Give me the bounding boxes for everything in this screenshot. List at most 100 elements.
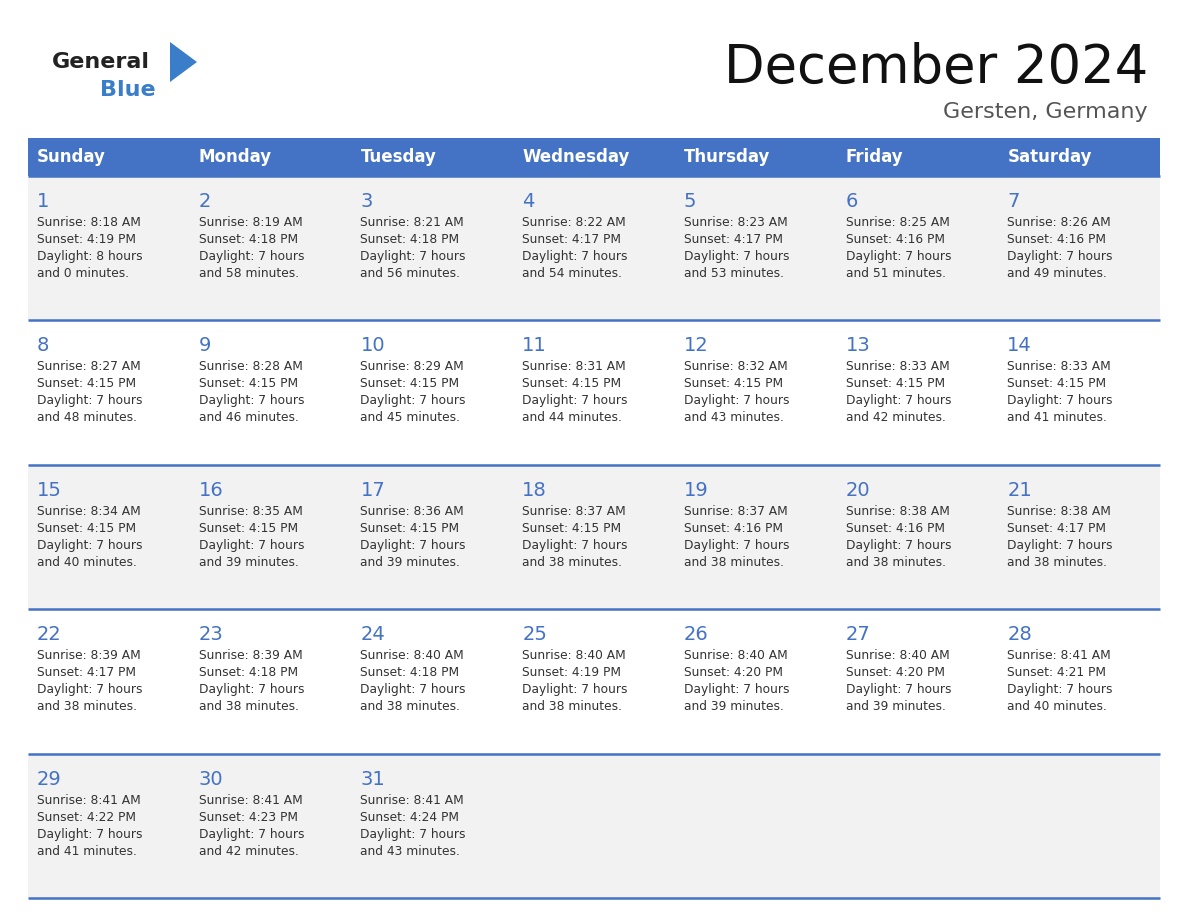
- Text: Daylight: 7 hours: Daylight: 7 hours: [198, 539, 304, 552]
- Text: Sunrise: 8:39 AM: Sunrise: 8:39 AM: [37, 649, 140, 662]
- Text: General: General: [52, 52, 150, 72]
- Text: Sunset: 4:15 PM: Sunset: 4:15 PM: [360, 377, 460, 390]
- Text: 9: 9: [198, 336, 211, 355]
- Text: 19: 19: [684, 481, 708, 499]
- Text: 1: 1: [37, 192, 50, 211]
- Text: and 49 minutes.: and 49 minutes.: [1007, 267, 1107, 280]
- Bar: [29, 320, 1159, 465]
- Text: and 43 minutes.: and 43 minutes.: [684, 411, 784, 424]
- Text: Sunrise: 8:28 AM: Sunrise: 8:28 AM: [198, 361, 303, 374]
- Text: Daylight: 7 hours: Daylight: 7 hours: [684, 539, 789, 552]
- Text: Saturday: Saturday: [1007, 148, 1092, 166]
- Text: Sunrise: 8:37 AM: Sunrise: 8:37 AM: [684, 505, 788, 518]
- Text: and 38 minutes.: and 38 minutes.: [37, 700, 137, 713]
- Text: Blue: Blue: [100, 80, 156, 100]
- Text: Sunrise: 8:41 AM: Sunrise: 8:41 AM: [198, 793, 303, 807]
- Text: Daylight: 7 hours: Daylight: 7 hours: [360, 250, 466, 263]
- Text: 4: 4: [523, 192, 535, 211]
- Text: 27: 27: [846, 625, 871, 644]
- Text: Sunrise: 8:41 AM: Sunrise: 8:41 AM: [360, 793, 465, 807]
- Text: Daylight: 7 hours: Daylight: 7 hours: [360, 828, 466, 841]
- Text: Sunrise: 8:26 AM: Sunrise: 8:26 AM: [1007, 216, 1111, 229]
- Text: Sunset: 4:18 PM: Sunset: 4:18 PM: [360, 666, 460, 679]
- Text: Sunset: 4:18 PM: Sunset: 4:18 PM: [360, 233, 460, 246]
- Text: 16: 16: [198, 481, 223, 499]
- Bar: [29, 176, 1159, 320]
- Text: Sunrise: 8:38 AM: Sunrise: 8:38 AM: [1007, 505, 1111, 518]
- Text: and 53 minutes.: and 53 minutes.: [684, 267, 784, 280]
- Bar: [29, 610, 1159, 754]
- Text: 26: 26: [684, 625, 708, 644]
- Text: 3: 3: [360, 192, 373, 211]
- Text: and 38 minutes.: and 38 minutes.: [846, 555, 946, 569]
- Text: Daylight: 7 hours: Daylight: 7 hours: [684, 683, 789, 696]
- Text: Daylight: 7 hours: Daylight: 7 hours: [198, 683, 304, 696]
- Text: and 38 minutes.: and 38 minutes.: [198, 700, 298, 713]
- Text: Daylight: 7 hours: Daylight: 7 hours: [846, 395, 952, 408]
- Text: Sunrise: 8:40 AM: Sunrise: 8:40 AM: [360, 649, 465, 662]
- Text: Sunset: 4:17 PM: Sunset: 4:17 PM: [37, 666, 135, 679]
- Text: Sunrise: 8:19 AM: Sunrise: 8:19 AM: [198, 216, 303, 229]
- Text: 11: 11: [523, 336, 546, 355]
- Text: Sunrise: 8:38 AM: Sunrise: 8:38 AM: [846, 505, 949, 518]
- Text: Sunrise: 8:41 AM: Sunrise: 8:41 AM: [37, 793, 140, 807]
- Text: and 41 minutes.: and 41 minutes.: [37, 845, 137, 857]
- Text: and 44 minutes.: and 44 minutes.: [523, 411, 623, 424]
- Text: Sunrise: 8:21 AM: Sunrise: 8:21 AM: [360, 216, 465, 229]
- Text: Daylight: 7 hours: Daylight: 7 hours: [684, 395, 789, 408]
- Text: Daylight: 7 hours: Daylight: 7 hours: [360, 539, 466, 552]
- Text: Sunset: 4:16 PM: Sunset: 4:16 PM: [684, 521, 783, 535]
- Text: 12: 12: [684, 336, 708, 355]
- Text: Sunset: 4:20 PM: Sunset: 4:20 PM: [684, 666, 783, 679]
- Bar: [29, 138, 1159, 176]
- Text: Daylight: 7 hours: Daylight: 7 hours: [846, 250, 952, 263]
- Text: Sunset: 4:18 PM: Sunset: 4:18 PM: [198, 666, 298, 679]
- Text: Sunset: 4:15 PM: Sunset: 4:15 PM: [37, 521, 137, 535]
- Text: Daylight: 7 hours: Daylight: 7 hours: [198, 250, 304, 263]
- Bar: [29, 754, 1159, 898]
- Text: Daylight: 7 hours: Daylight: 7 hours: [198, 395, 304, 408]
- Text: 17: 17: [360, 481, 385, 499]
- Text: and 42 minutes.: and 42 minutes.: [198, 845, 298, 857]
- Text: Sunrise: 8:33 AM: Sunrise: 8:33 AM: [1007, 361, 1111, 374]
- Text: Sunrise: 8:32 AM: Sunrise: 8:32 AM: [684, 361, 788, 374]
- Text: Sunset: 4:15 PM: Sunset: 4:15 PM: [684, 377, 783, 390]
- Text: Sunrise: 8:27 AM: Sunrise: 8:27 AM: [37, 361, 140, 374]
- Text: Daylight: 7 hours: Daylight: 7 hours: [37, 539, 143, 552]
- Text: and 58 minutes.: and 58 minutes.: [198, 267, 299, 280]
- Text: Sunset: 4:20 PM: Sunset: 4:20 PM: [846, 666, 944, 679]
- Text: and 39 minutes.: and 39 minutes.: [360, 555, 460, 569]
- Text: and 42 minutes.: and 42 minutes.: [846, 411, 946, 424]
- Text: Sunset: 4:15 PM: Sunset: 4:15 PM: [37, 377, 137, 390]
- Text: Sunset: 4:18 PM: Sunset: 4:18 PM: [198, 233, 298, 246]
- Text: and 38 minutes.: and 38 minutes.: [523, 555, 623, 569]
- Text: and 0 minutes.: and 0 minutes.: [37, 267, 129, 280]
- Text: 15: 15: [37, 481, 62, 499]
- Text: Daylight: 7 hours: Daylight: 7 hours: [1007, 539, 1113, 552]
- Text: Daylight: 7 hours: Daylight: 7 hours: [523, 395, 627, 408]
- Text: 25: 25: [523, 625, 546, 644]
- Text: 14: 14: [1007, 336, 1032, 355]
- Text: 24: 24: [360, 625, 385, 644]
- Text: Sunset: 4:15 PM: Sunset: 4:15 PM: [360, 521, 460, 535]
- Text: Sunrise: 8:36 AM: Sunrise: 8:36 AM: [360, 505, 465, 518]
- Text: Sunset: 4:23 PM: Sunset: 4:23 PM: [198, 811, 298, 823]
- Text: 21: 21: [1007, 481, 1032, 499]
- Text: 23: 23: [198, 625, 223, 644]
- Text: Sunset: 4:15 PM: Sunset: 4:15 PM: [523, 521, 621, 535]
- Text: Daylight: 7 hours: Daylight: 7 hours: [523, 683, 627, 696]
- Text: Daylight: 7 hours: Daylight: 7 hours: [37, 828, 143, 841]
- Text: December 2024: December 2024: [723, 42, 1148, 94]
- Text: Daylight: 7 hours: Daylight: 7 hours: [684, 250, 789, 263]
- Text: and 38 minutes.: and 38 minutes.: [360, 700, 461, 713]
- Text: Friday: Friday: [846, 148, 903, 166]
- Text: 31: 31: [360, 769, 385, 789]
- Text: Sunrise: 8:25 AM: Sunrise: 8:25 AM: [846, 216, 949, 229]
- Text: Sunset: 4:16 PM: Sunset: 4:16 PM: [846, 233, 944, 246]
- Text: Monday: Monday: [198, 148, 272, 166]
- Text: and 45 minutes.: and 45 minutes.: [360, 411, 461, 424]
- Text: Sunset: 4:15 PM: Sunset: 4:15 PM: [846, 377, 944, 390]
- Text: Sunrise: 8:41 AM: Sunrise: 8:41 AM: [1007, 649, 1111, 662]
- Text: Sunset: 4:17 PM: Sunset: 4:17 PM: [523, 233, 621, 246]
- Text: Daylight: 7 hours: Daylight: 7 hours: [37, 683, 143, 696]
